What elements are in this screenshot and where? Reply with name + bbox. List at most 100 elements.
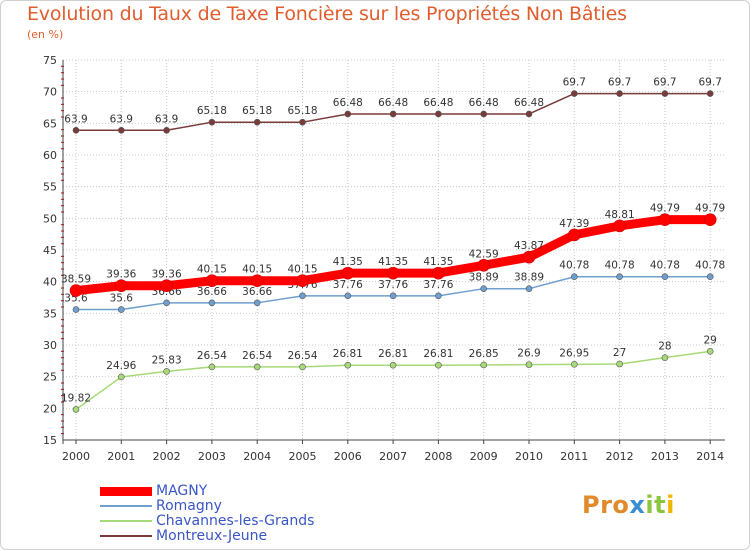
- data-point-romagny: [435, 292, 442, 300]
- x-tick-label: 2009: [470, 450, 498, 463]
- data-point-montreux: [344, 110, 352, 118]
- y-tick-label: 75: [43, 54, 57, 67]
- legend-label-magny: MAGNY: [156, 483, 208, 499]
- legend-swatch-romagny: [100, 505, 152, 507]
- data-label-montreux: 66.48: [333, 97, 363, 109]
- x-tick-label: 2011: [560, 450, 588, 463]
- data-point-chavannes: [299, 363, 306, 371]
- x-tick-label: 2002: [153, 450, 181, 463]
- data-label-magny: 48.81: [605, 209, 635, 221]
- data-label-chavannes: 26.81: [333, 348, 363, 360]
- legend-item-chavannes: Chavannes-les-Grands: [100, 514, 314, 528]
- data-label-romagny: 36.66: [242, 286, 272, 298]
- data-point-romagny: [480, 285, 488, 292]
- data-label-magny: 40.15: [287, 264, 317, 276]
- data-point-montreux: [570, 90, 578, 97]
- legend-label-montreux: Montreux-Jeune: [156, 528, 268, 544]
- data-point-chavannes: [253, 363, 261, 371]
- data-point-magny: [69, 284, 83, 297]
- y-axis-unit: (en %): [27, 28, 64, 41]
- data-label-montreux: 69.7: [608, 77, 631, 89]
- data-point-magny: [296, 274, 309, 288]
- data-label-romagny: 35.6: [110, 293, 134, 305]
- data-point-romagny: [706, 273, 714, 281]
- data-point-romagny: [525, 285, 533, 292]
- data-label-montreux: 66.48: [469, 97, 499, 109]
- y-tick-label: 60: [43, 149, 57, 162]
- data-label-magny: 40.15: [197, 264, 227, 276]
- data-label-montreux: 66.48: [514, 97, 544, 109]
- data-point-romagny: [72, 306, 80, 313]
- data-label-magny: 49.79: [695, 203, 725, 215]
- x-tick-label: 2010: [515, 450, 543, 463]
- data-label-montreux: 66.48: [378, 97, 408, 109]
- data-point-magny: [250, 274, 264, 288]
- data-point-montreux: [118, 127, 125, 134]
- data-label-chavannes: 24.96: [106, 360, 136, 372]
- y-tick-label: 45: [43, 244, 57, 257]
- y-tick-label: 70: [43, 86, 57, 99]
- data-point-chavannes: [480, 361, 488, 369]
- data-label-romagny: 40.78: [695, 260, 725, 272]
- data-label-chavannes: 26.54: [197, 350, 227, 362]
- data-label-romagny: 36.66: [197, 286, 227, 298]
- data-label-romagny: 37.76: [378, 279, 408, 291]
- data-point-romagny: [208, 299, 216, 307]
- data-label-chavannes: 26.81: [423, 348, 453, 360]
- x-tick-label: 2007: [379, 450, 407, 463]
- data-label-chavannes: 26.54: [287, 350, 317, 362]
- data-label-magny: 41.35: [423, 256, 453, 268]
- x-tick-label: 2006: [334, 450, 362, 463]
- legend-swatch-chavannes: [100, 520, 152, 522]
- data-label-chavannes: 26.9: [517, 348, 540, 360]
- data-label-magny: 38.59: [61, 274, 91, 286]
- data-label-magny: 43.87: [514, 240, 544, 252]
- data-point-magny: [205, 274, 219, 288]
- chart-title: Evolution du Taux de Taxe Foncière sur l…: [27, 3, 627, 25]
- data-point-romagny: [253, 299, 261, 307]
- data-point-romagny: [661, 273, 669, 281]
- data-point-montreux: [661, 90, 669, 97]
- data-label-romagny: 40.78: [559, 260, 589, 272]
- data-label-magny: 41.35: [333, 256, 363, 268]
- data-point-magny: [386, 266, 400, 280]
- data-label-chavannes: 26.54: [242, 350, 272, 362]
- data-label-magny: 47.39: [559, 218, 589, 230]
- data-point-magny: [567, 228, 581, 242]
- data-label-chavannes: 27: [613, 347, 626, 359]
- legend-label-chavannes: Chavannes-les-Grands: [156, 513, 315, 529]
- y-tick-label: 30: [43, 339, 57, 352]
- data-label-romagny: 38.89: [469, 272, 499, 284]
- data-point-chavannes: [706, 348, 714, 355]
- data-point-chavannes: [570, 361, 578, 368]
- data-label-romagny: 38.89: [514, 272, 544, 284]
- data-label-chavannes: 29: [704, 334, 717, 346]
- data-label-montreux: 65.18: [242, 105, 272, 117]
- data-point-magny: [658, 213, 672, 226]
- data-point-romagny: [344, 292, 352, 300]
- x-tick-label: 2008: [424, 450, 452, 463]
- y-tick-label: 15: [43, 434, 57, 447]
- data-point-romagny: [389, 292, 397, 300]
- data-label-chavannes: 25.83: [152, 354, 182, 366]
- data-label-montreux: 66.48: [423, 97, 453, 109]
- data-point-chavannes: [661, 354, 669, 361]
- data-point-chavannes: [435, 361, 442, 369]
- proxiti-logo: Proxiti: [582, 491, 675, 519]
- data-label-romagny: 40.78: [650, 260, 680, 272]
- data-label-montreux: 63.9: [110, 113, 133, 125]
- y-tick-label: 40: [43, 276, 57, 289]
- data-label-montreux: 65.18: [197, 105, 227, 117]
- data-label-chavannes: 26.81: [378, 348, 408, 360]
- y-tick-label: 55: [43, 181, 57, 194]
- data-point-chavannes: [525, 361, 533, 368]
- data-label-magny: 49.79: [650, 203, 680, 215]
- data-label-romagny: 35.6: [64, 293, 88, 305]
- legend-swatch-montreux: [100, 535, 152, 537]
- data-point-magny: [613, 219, 626, 233]
- legend-swatch-magny: [100, 486, 152, 496]
- data-label-chavannes: 26.85: [469, 348, 499, 360]
- data-label-montreux: 69.7: [699, 77, 722, 89]
- y-tick-label: 50: [43, 212, 57, 225]
